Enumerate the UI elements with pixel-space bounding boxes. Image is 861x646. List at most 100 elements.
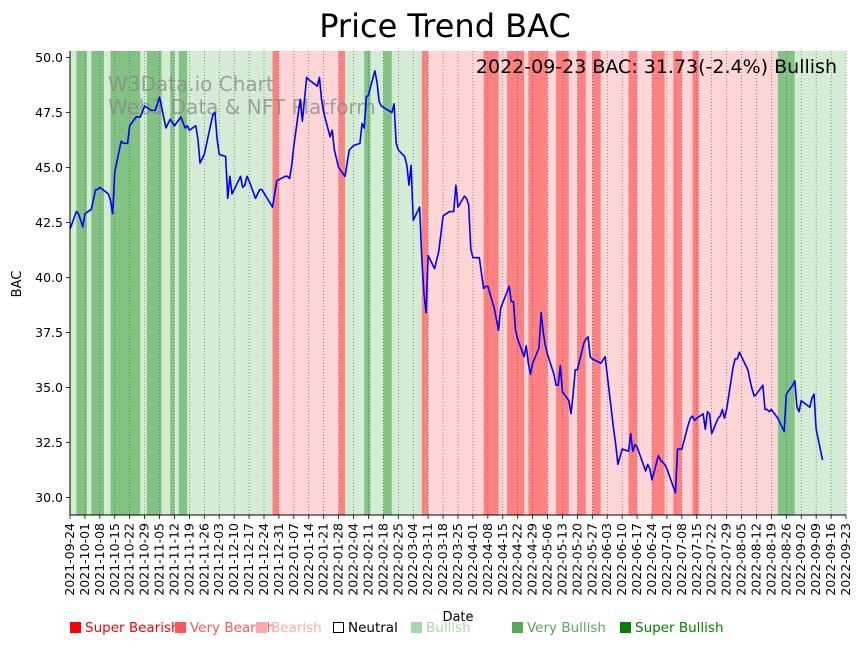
legend-swatch-super-bullish: [620, 622, 631, 633]
legend-item-very-bearish: Very Bearish: [175, 620, 275, 636]
legend-item-super-bearish: Super Bearish: [70, 620, 180, 636]
sentiment-band-bearish: [681, 51, 693, 515]
x-tick-label: 2021-11-19: [181, 523, 196, 596]
y-tick-label: 32.5: [35, 435, 63, 450]
x-tick-label: 2021-10-29: [137, 523, 152, 596]
x-tick-label: 2021-12-10: [226, 523, 241, 596]
x-tick-label: 2022-08-12: [748, 523, 763, 596]
watermark-line-2: Web3 Data & NFT Platform: [108, 95, 376, 119]
x-tick-label: 2021-09-24: [62, 523, 77, 596]
x-tick-label: 2022-05-06: [540, 523, 555, 596]
sentiment-band-bearish: [428, 51, 484, 515]
legend-item-bearish: Bearish: [256, 620, 322, 636]
price-series-line: [69, 69, 824, 494]
x-tick-label: 2022-03-04: [405, 523, 420, 596]
sentiment-band-very_bearish: [421, 51, 429, 515]
x-tick-label: 2021-10-15: [107, 523, 122, 596]
sentiment-band-very_bearish: [592, 51, 601, 515]
sentiment-band-very_bullish: [76, 51, 88, 515]
sentiment-band-very_bullish: [383, 51, 392, 515]
sentiment-band-very_bullish: [110, 51, 141, 515]
legend-item-bullish: Bullish: [411, 620, 471, 636]
sentiment-band-bearish: [600, 51, 629, 515]
x-tick-label: 2021-10-01: [77, 523, 92, 596]
x-tick-label: 2022-06-24: [644, 523, 659, 596]
y-axis-ticks: 30.0 32.5 35.0 37.5 40.0 42.5 45.0 47.5 50.0: [35, 50, 70, 505]
x-tick-label: 2022-05-20: [569, 523, 584, 596]
x-tick-label: 2022-04-22: [510, 523, 525, 596]
x-tick-label: 2022-09-02: [793, 523, 808, 596]
sentiment-band-bullish: [794, 51, 846, 515]
sentiment-band-bullish: [370, 51, 384, 515]
sentiment-band-bearish: [637, 51, 652, 515]
legend-swatch-bearish: [256, 622, 267, 633]
legend-label-super-bearish: Super Bearish: [85, 620, 180, 636]
sentiment-band-very_bearish: [628, 51, 638, 515]
x-tick-label: 2021-11-12: [166, 523, 181, 596]
sentiment-band-bullish: [174, 51, 179, 515]
y-tick-label: 45.0: [35, 160, 63, 175]
y-tick-label: 30.0: [35, 490, 63, 505]
x-tick-label: 2022-03-25: [450, 523, 465, 596]
y-tick-label: 35.0: [35, 380, 63, 395]
x-tick-label: 2021-10-22: [122, 523, 137, 596]
x-tick-label: 2021-11-05: [152, 523, 167, 596]
sentiment-band-very_bearish: [673, 51, 682, 515]
x-tick-label: 2022-09-09: [808, 523, 823, 596]
x-tick-label: 2022-02-11: [360, 523, 375, 596]
x-tick-label: 2022-07-01: [659, 523, 674, 596]
sentiment-band-very_bearish: [483, 51, 499, 515]
legend-item-very-bullish: Very Bullish: [512, 620, 606, 636]
x-tick-label: 2022-04-01: [465, 523, 480, 596]
legend-swatch-neutral: [333, 622, 344, 633]
x-tick-label: 2021-12-24: [256, 523, 271, 596]
sentiment-band-bearish: [664, 51, 674, 515]
sentiment-band-very_bearish: [507, 51, 525, 515]
sentiment-band-bearish: [568, 51, 578, 515]
x-tick-label: 2022-02-04: [346, 523, 361, 596]
chart-title: Price Trend BAC: [319, 7, 571, 45]
x-tick-label: 2022-01-28: [331, 523, 346, 596]
sentiment-band-bullish: [104, 51, 111, 515]
legend-swatch-very-bearish: [175, 622, 186, 633]
sentiment-band-bearish: [585, 51, 593, 515]
sentiment-band-bullish: [140, 51, 147, 515]
legend-swatch-bullish: [411, 622, 422, 633]
x-tick-label: 2022-07-29: [719, 523, 734, 596]
x-tick-label: 2021-11-26: [196, 523, 211, 596]
x-axis-label: Date: [442, 610, 473, 625]
x-tick-label: 2022-08-05: [734, 523, 749, 596]
x-tick-label: 2022-07-15: [689, 523, 704, 596]
sentiment-band-bullish: [87, 51, 92, 515]
legend-swatch-very-bullish: [512, 622, 523, 633]
latest-price-annotation: 2022-09-23 BAC: 31.73(-2.4%) Bullish: [476, 56, 837, 78]
sentiment-band-bullish: [70, 51, 77, 515]
legend-item-neutral: Neutral: [333, 620, 398, 636]
sentiment-band-bullish: [391, 51, 422, 515]
sentiment-band-very_bullish: [170, 51, 175, 515]
x-tick-label: 2022-04-29: [525, 523, 540, 596]
x-tick-label: 2022-03-11: [420, 523, 435, 596]
legend-label-very-bearish: Very Bearish: [190, 620, 276, 636]
watermark: W3Data.io Chart Web3 Data & NFT Platform: [108, 72, 376, 119]
x-tick-label: 2022-09-23: [838, 523, 853, 596]
sentiment-band-very_bearish: [338, 51, 346, 515]
watermark-line-1: W3Data.io Chart: [108, 72, 274, 96]
x-tick-label: 2022-07-22: [704, 523, 719, 596]
x-tick-label: 2022-06-10: [614, 523, 629, 596]
legend-item-super-bullish: Super Bullish: [620, 620, 724, 636]
sentiment-band-very_bullish: [178, 51, 188, 515]
y-tick-label: 50.0: [35, 50, 63, 65]
x-tick-label: 2022-04-08: [480, 523, 495, 596]
x-tick-label: 2022-05-13: [554, 523, 569, 596]
sentiment-band-very_bearish: [652, 51, 665, 515]
sentiment-band-bullish: [161, 51, 171, 515]
x-tick-label: 2021-10-08: [92, 523, 107, 596]
sentiment-band-very_bullish: [364, 51, 371, 515]
x-tick-label: 2022-01-07: [286, 523, 301, 596]
legend-label-neutral: Neutral: [348, 620, 398, 636]
sentiment-band-very_bullish: [146, 51, 162, 515]
x-tick-label: 2022-08-19: [763, 523, 778, 596]
sentiment-legend: Super Bearish Very Bearish Bearish Neutr…: [70, 620, 850, 638]
sentiment-band-bearish: [524, 51, 529, 515]
